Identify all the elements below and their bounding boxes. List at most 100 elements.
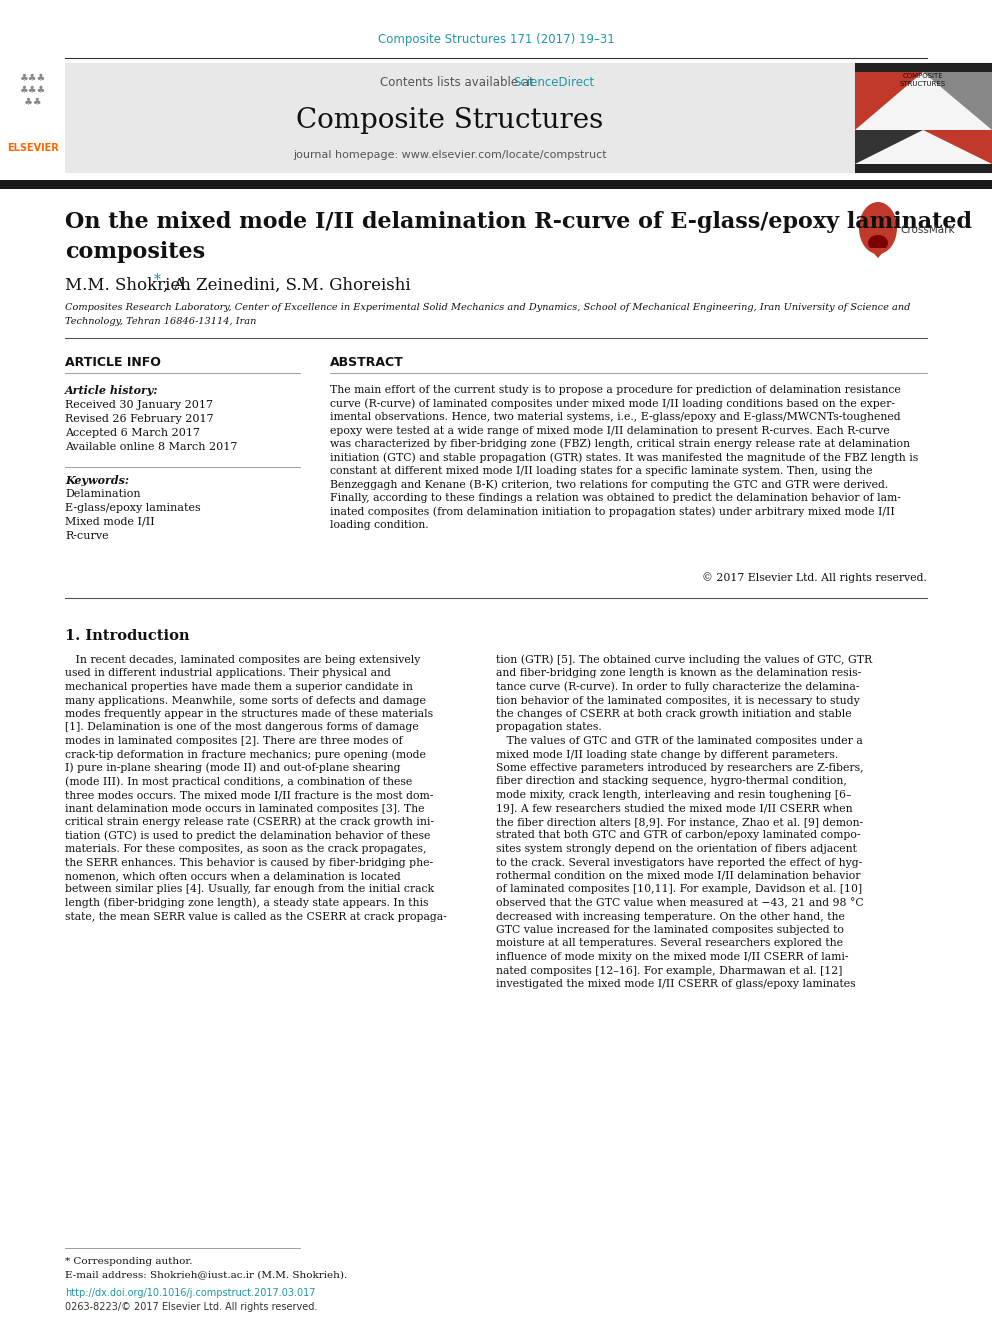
Text: the changes of CSERR at both crack growth initiation and stable: the changes of CSERR at both crack growt… xyxy=(496,709,851,718)
Text: initiation (GTC) and stable propagation (GTR) states. It was manifested the magn: initiation (GTC) and stable propagation … xyxy=(330,452,919,463)
Text: loading condition.: loading condition. xyxy=(330,520,429,531)
Text: GTC value increased for the laminated composites subjected to: GTC value increased for the laminated co… xyxy=(496,925,844,935)
Text: Some effective parameters introduced by researchers are Z-fibers,: Some effective parameters introduced by … xyxy=(496,763,864,773)
Text: E-mail address: Shokrieh@iust.ac.ir (M.M. Shokrieh).: E-mail address: Shokrieh@iust.ac.ir (M.M… xyxy=(65,1270,347,1279)
Text: * Corresponding author.: * Corresponding author. xyxy=(65,1257,192,1266)
Text: rothermal condition on the mixed mode I/II delamination behavior: rothermal condition on the mixed mode I/… xyxy=(496,871,860,881)
Text: Mixed mode I/II: Mixed mode I/II xyxy=(65,517,155,527)
Text: In recent decades, laminated composites are being extensively: In recent decades, laminated composites … xyxy=(65,655,421,665)
Text: Technology, Tehran 16846-13114, Iran: Technology, Tehran 16846-13114, Iran xyxy=(65,316,256,325)
Text: the SERR enhances. This behavior is caused by fiber-bridging phe-: the SERR enhances. This behavior is caus… xyxy=(65,857,434,868)
Text: nated composites [12–16]. For example, Dharmawan et al. [12]: nated composites [12–16]. For example, D… xyxy=(496,966,842,975)
Text: fiber direction and stacking sequence, hygro-thermal condition,: fiber direction and stacking sequence, h… xyxy=(496,777,847,786)
Text: tance curve (R-curve). In order to fully characterize the delamina-: tance curve (R-curve). In order to fully… xyxy=(496,681,859,692)
Polygon shape xyxy=(923,71,992,130)
Text: ELSEVIER: ELSEVIER xyxy=(7,143,59,153)
Text: used in different industrial applications. Their physical and: used in different industrial application… xyxy=(65,668,391,679)
Text: (mode III). In most practical conditions, a combination of these: (mode III). In most practical conditions… xyxy=(65,777,413,787)
Text: Accepted 6 March 2017: Accepted 6 March 2017 xyxy=(65,429,200,438)
Text: Received 30 January 2017: Received 30 January 2017 xyxy=(65,400,213,410)
Text: moisture at all temperatures. Several researchers explored the: moisture at all temperatures. Several re… xyxy=(496,938,843,949)
Text: ARTICLE INFO: ARTICLE INFO xyxy=(65,356,161,369)
Text: I) pure in-plane shearing (mode II) and out-of-plane shearing: I) pure in-plane shearing (mode II) and … xyxy=(65,763,401,773)
Text: observed that the GTC value when measured at −43, 21 and 98 °C: observed that the GTC value when measure… xyxy=(496,898,864,909)
Text: ABSTRACT: ABSTRACT xyxy=(330,356,404,369)
Text: M.M. Shokrieh: M.M. Shokrieh xyxy=(65,277,196,294)
Text: nomenon, which often occurs when a delamination is located: nomenon, which often occurs when a delam… xyxy=(65,871,401,881)
Text: many applications. Meanwhile, some sorts of defects and damage: many applications. Meanwhile, some sorts… xyxy=(65,696,426,705)
Polygon shape xyxy=(869,247,887,258)
Text: composites: composites xyxy=(65,241,205,263)
Text: tion behavior of the laminated composites, it is necessary to study: tion behavior of the laminated composite… xyxy=(496,696,860,705)
Text: Composite Structures: Composite Structures xyxy=(297,106,603,134)
Text: investigated the mixed mode I/II CSERR of glass/epoxy laminates: investigated the mixed mode I/II CSERR o… xyxy=(496,979,856,990)
Text: curve (R-curve) of laminated composites under mixed mode I/II loading conditions: curve (R-curve) of laminated composites … xyxy=(330,398,895,409)
Text: COMPOSITE
STRUCTURES: COMPOSITE STRUCTURES xyxy=(900,74,946,86)
Text: mechanical properties have made them a superior candidate in: mechanical properties have made them a s… xyxy=(65,681,413,692)
Text: length (fiber-bridging zone length), a steady state appears. In this: length (fiber-bridging zone length), a s… xyxy=(65,898,429,909)
Polygon shape xyxy=(855,130,923,164)
Text: materials. For these composites, as soon as the crack propagates,: materials. For these composites, as soon… xyxy=(65,844,427,855)
Polygon shape xyxy=(855,71,923,130)
Text: 19]. A few researchers studied the mixed mode I/II CSERR when: 19]. A few researchers studied the mixed… xyxy=(496,803,853,814)
Text: imental observations. Hence, two material systems, i.e., E-glass/epoxy and E-gla: imental observations. Hence, two materia… xyxy=(330,411,901,422)
Text: inated composites (from delamination initiation to propagation states) under arb: inated composites (from delamination ini… xyxy=(330,507,895,517)
Polygon shape xyxy=(923,130,992,164)
Text: [1]. Delamination is one of the most dangerous forms of damage: [1]. Delamination is one of the most dan… xyxy=(65,722,419,733)
Bar xyxy=(855,64,992,71)
Text: mode mixity, crack length, interleaving and resin toughening [6–: mode mixity, crack length, interleaving … xyxy=(496,790,851,800)
Text: ScienceDirect: ScienceDirect xyxy=(513,75,594,89)
Text: between similar plies [4]. Usually, far enough from the initial crack: between similar plies [4]. Usually, far … xyxy=(65,885,434,894)
Text: sites system strongly depend on the orientation of fibers adjacent: sites system strongly depend on the orie… xyxy=(496,844,857,855)
Text: three modes occurs. The mixed mode I/II fracture is the most dom-: three modes occurs. The mixed mode I/II … xyxy=(65,790,434,800)
Text: state, the mean SERR value is called as the CSERR at crack propaga-: state, the mean SERR value is called as … xyxy=(65,912,446,922)
Text: E-glass/epoxy laminates: E-glass/epoxy laminates xyxy=(65,503,200,513)
Ellipse shape xyxy=(859,202,897,254)
Text: tion (GTR) [5]. The obtained curve including the values of GTC, GTR: tion (GTR) [5]. The obtained curve inclu… xyxy=(496,655,872,665)
Text: of laminated composites [10,11]. For example, Davidson et al. [10]: of laminated composites [10,11]. For exa… xyxy=(496,885,862,894)
Text: modes in laminated composites [2]. There are three modes of: modes in laminated composites [2]. There… xyxy=(65,736,403,746)
Text: constant at different mixed mode I/II loading states for a specific laminate sys: constant at different mixed mode I/II lo… xyxy=(330,466,873,476)
Bar xyxy=(855,64,992,173)
Text: The values of GTC and GTR of the laminated composites under a: The values of GTC and GTR of the laminat… xyxy=(496,736,863,746)
Text: epoxy were tested at a wide range of mixed mode I/II delamination to present R-c: epoxy were tested at a wide range of mix… xyxy=(330,426,890,435)
Text: Contents lists available at: Contents lists available at xyxy=(380,75,538,89)
Text: Composite Structures 171 (2017) 19–31: Composite Structures 171 (2017) 19–31 xyxy=(378,33,614,46)
Text: Keywords:: Keywords: xyxy=(65,475,129,486)
Text: inant delamination mode occurs in laminated composites [3]. The: inant delamination mode occurs in lamina… xyxy=(65,803,425,814)
Text: decreased with increasing temperature. On the other hand, the: decreased with increasing temperature. O… xyxy=(496,912,845,922)
Text: tiation (GTC) is used to predict the delamination behavior of these: tiation (GTC) is used to predict the del… xyxy=(65,831,431,841)
Text: Benzeggagh and Kenane (B-K) criterion, two relations for computing the GTC and G: Benzeggagh and Kenane (B-K) criterion, t… xyxy=(330,479,888,490)
Text: Revised 26 February 2017: Revised 26 February 2017 xyxy=(65,414,213,423)
Text: R-curve: R-curve xyxy=(65,531,109,541)
Text: 0263-8223/© 2017 Elsevier Ltd. All rights reserved.: 0263-8223/© 2017 Elsevier Ltd. All right… xyxy=(65,1302,317,1312)
Text: Composites Research Laboratory, Center of Excellence in Experimental Solid Mecha: Composites Research Laboratory, Center o… xyxy=(65,303,911,312)
Text: CrossMark: CrossMark xyxy=(900,225,954,235)
Text: journal homepage: www.elsevier.com/locate/compstruct: journal homepage: www.elsevier.com/locat… xyxy=(294,149,607,160)
Text: and fiber-bridging zone length is known as the delamination resis-: and fiber-bridging zone length is known … xyxy=(496,668,861,679)
Bar xyxy=(65,64,855,173)
Bar xyxy=(0,180,992,189)
Text: crack-tip deformation in fracture mechanics; pure opening (mode: crack-tip deformation in fracture mechan… xyxy=(65,749,426,759)
Text: was characterized by fiber-bridging zone (FBZ) length, critical strain energy re: was characterized by fiber-bridging zone… xyxy=(330,439,910,450)
Text: On the mixed mode I/II delamination R-curve of E-glass/epoxy laminated: On the mixed mode I/II delamination R-cu… xyxy=(65,210,972,233)
Text: to the crack. Several investigators have reported the effect of hyg-: to the crack. Several investigators have… xyxy=(496,857,862,868)
Text: strated that both GTC and GTR of carbon/epoxy laminated compo-: strated that both GTC and GTR of carbon/… xyxy=(496,831,860,840)
Text: mixed mode I/II loading state change by different parameters.: mixed mode I/II loading state change by … xyxy=(496,750,838,759)
Text: Delamination: Delamination xyxy=(65,490,141,499)
Text: *: * xyxy=(154,273,161,287)
Ellipse shape xyxy=(868,235,888,251)
Text: Available online 8 March 2017: Available online 8 March 2017 xyxy=(65,442,237,452)
Text: critical strain energy release rate (CSERR) at the crack growth ini-: critical strain energy release rate (CSE… xyxy=(65,816,434,827)
Text: 1. Introduction: 1. Introduction xyxy=(65,628,189,643)
Bar xyxy=(855,164,992,173)
Text: the fiber direction alters [8,9]. For instance, Zhao et al. [9] demon-: the fiber direction alters [8,9]. For in… xyxy=(496,818,863,827)
Text: Finally, according to these findings a relation was obtained to predict the dela: Finally, according to these findings a r… xyxy=(330,493,901,503)
Text: Article history:: Article history: xyxy=(65,385,159,396)
Text: The main effort of the current study is to propose a procedure for prediction of: The main effort of the current study is … xyxy=(330,385,901,396)
Text: influence of mode mixity on the mixed mode I/II CSERR of lami-: influence of mode mixity on the mixed mo… xyxy=(496,953,848,962)
Text: http://dx.doi.org/10.1016/j.compstruct.2017.03.017: http://dx.doi.org/10.1016/j.compstruct.2… xyxy=(65,1289,315,1298)
Text: modes frequently appear in the structures made of these materials: modes frequently appear in the structure… xyxy=(65,709,434,718)
Text: , A. Zeinedini, S.M. Ghoreishi: , A. Zeinedini, S.M. Ghoreishi xyxy=(163,277,411,294)
Text: ♣♣♣
♣♣♣
 ♣♣: ♣♣♣ ♣♣♣ ♣♣ xyxy=(20,73,46,107)
